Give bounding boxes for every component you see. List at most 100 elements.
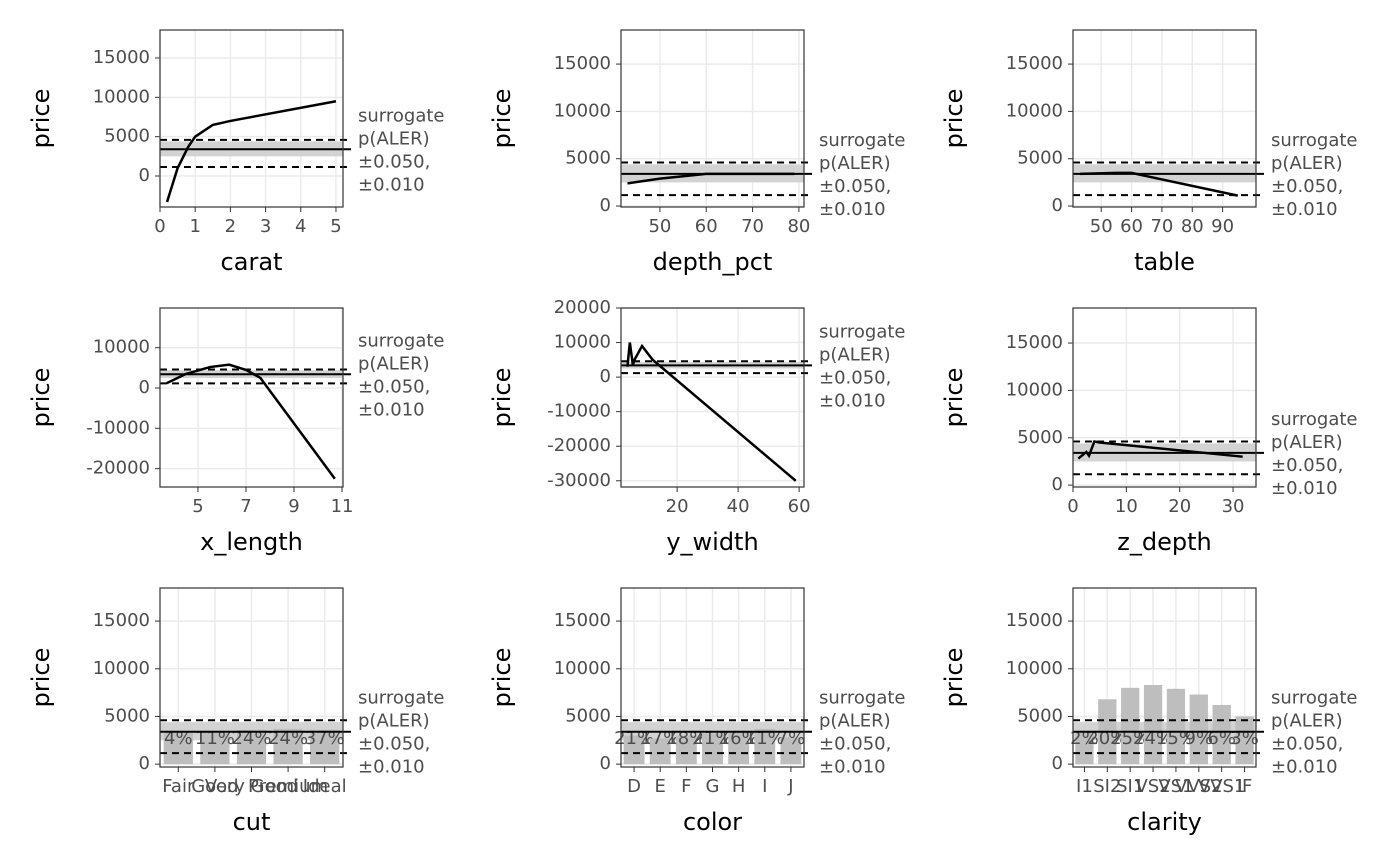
annotation: ±0.010 xyxy=(1271,478,1338,499)
y-tick-label: 0 xyxy=(1052,474,1063,495)
bar xyxy=(702,733,723,765)
x-tick-label: VS2 xyxy=(1135,776,1170,797)
x-tick-label: 70 xyxy=(1150,216,1173,237)
y-tick-label: 15000 xyxy=(93,47,150,68)
x-tick-label: Very Good xyxy=(205,776,298,797)
share-label: 11% xyxy=(195,728,235,749)
share-label: 20% xyxy=(1087,728,1127,749)
annotation: ±0.050, xyxy=(1271,734,1343,755)
panel-border xyxy=(1072,307,1257,488)
y-tick-label: 5000 xyxy=(104,705,150,726)
y-tick-label: 10000 xyxy=(1006,100,1063,121)
y-tick-label: 5000 xyxy=(1017,705,1063,726)
y-axis-title: price xyxy=(488,89,516,149)
annotation: ±0.050, xyxy=(358,734,430,755)
annotation: surrogate xyxy=(358,105,444,126)
x-tick-label: 9 xyxy=(288,496,299,517)
y-tick-label: 5000 xyxy=(1017,148,1063,169)
share-label: 17% xyxy=(640,728,680,749)
x-tick-label: VVS2 xyxy=(1175,776,1223,797)
y-tick-label: 0 xyxy=(600,753,611,774)
annotation: surrogate xyxy=(1271,688,1357,709)
x-tick-label: 4 xyxy=(295,216,306,237)
x-tick-label: F xyxy=(681,776,691,797)
y-tick-label: -10000 xyxy=(547,401,611,422)
x-axis-title: depth_pct xyxy=(653,248,773,276)
x-tick-label: 80 xyxy=(1181,216,1204,237)
x-tick-label: 50 xyxy=(1090,216,1113,237)
share-label: 21% xyxy=(614,728,654,749)
x-tick-label: I1 xyxy=(1076,776,1093,797)
panel-border xyxy=(620,587,805,768)
annotation: surrogate xyxy=(819,688,905,709)
x-tick-label: D xyxy=(627,776,641,797)
annotation: ±0.010 xyxy=(819,199,886,220)
x-tick-label: 2 xyxy=(225,216,236,237)
x-tick-label: G xyxy=(706,776,720,797)
share-label: 18% xyxy=(666,728,706,749)
ale-line xyxy=(1077,440,1243,460)
bar xyxy=(623,735,645,765)
share-label: 2% xyxy=(1070,728,1099,749)
y-tick-label: 15000 xyxy=(554,610,611,631)
x-tick-label: J xyxy=(787,776,793,797)
x-tick-label: 7 xyxy=(240,496,251,517)
annotation: p(ALER) xyxy=(1271,711,1343,732)
bar xyxy=(1235,716,1254,765)
panel-border xyxy=(620,307,805,488)
y-tick-label: 10000 xyxy=(554,332,611,353)
y-tick-label: 10000 xyxy=(554,100,611,121)
x-tick-label: 11 xyxy=(331,496,354,517)
x-tick-label: Fair xyxy=(162,776,195,797)
x-tick-label: 30 xyxy=(1222,496,1245,517)
annotation: surrogate xyxy=(1271,130,1357,151)
y-tick-label: 10000 xyxy=(93,337,150,358)
panel-border xyxy=(159,307,344,488)
x-axis-title: table xyxy=(1134,248,1195,276)
panel xyxy=(621,308,804,487)
x-axis-title: z_depth xyxy=(1117,528,1211,556)
y-tick-label: 5000 xyxy=(1017,427,1063,448)
x-tick-label: E xyxy=(655,776,666,797)
annotation: ±0.050, xyxy=(1271,176,1343,197)
x-axis-title: y_width xyxy=(666,528,758,556)
y-axis-title: price xyxy=(488,648,516,708)
x-tick-label: 60 xyxy=(1120,216,1143,237)
y-tick-label: 5000 xyxy=(104,126,150,147)
bar xyxy=(728,731,750,765)
x-tick-label: Good xyxy=(191,776,238,797)
annotation: ±0.010 xyxy=(1271,199,1338,220)
y-tick-label: 0 xyxy=(139,753,150,774)
x-tick-label: SI1 xyxy=(1116,776,1144,797)
annotation: surrogate xyxy=(358,688,444,709)
x-tick-label: IF xyxy=(1237,776,1253,797)
panel xyxy=(160,308,343,487)
annotation: ±0.050, xyxy=(358,151,430,172)
annotation: ±0.050, xyxy=(819,367,891,388)
x-tick-label: 5 xyxy=(330,216,341,237)
annotation: p(ALER) xyxy=(358,353,430,374)
x-axis-title: color xyxy=(683,808,742,836)
ale-line xyxy=(165,100,337,203)
y-tick-label: 15000 xyxy=(1006,332,1063,353)
panel-border xyxy=(159,587,344,768)
x-tick-label: 80 xyxy=(787,216,810,237)
y-axis-title: price xyxy=(488,368,516,428)
y-tick-label: -20000 xyxy=(547,435,611,456)
annotation: ±0.050, xyxy=(358,376,430,397)
share-label: 9% xyxy=(1185,728,1214,749)
bar xyxy=(675,735,697,765)
share-label: 3% xyxy=(1230,728,1259,749)
x-tick-label: I xyxy=(762,776,767,797)
annotation: ±0.010 xyxy=(358,757,425,778)
annotation: surrogate xyxy=(819,321,905,342)
annotation: ±0.010 xyxy=(358,399,425,420)
bar xyxy=(780,737,802,765)
bar xyxy=(1075,732,1094,765)
annotation: p(ALER) xyxy=(1271,153,1343,174)
share-label: 37% xyxy=(305,728,345,749)
share-label: 16% xyxy=(719,728,759,749)
x-tick-label: Premium xyxy=(248,776,328,797)
bar xyxy=(1121,687,1140,765)
annotation: surrogate xyxy=(1271,409,1357,430)
